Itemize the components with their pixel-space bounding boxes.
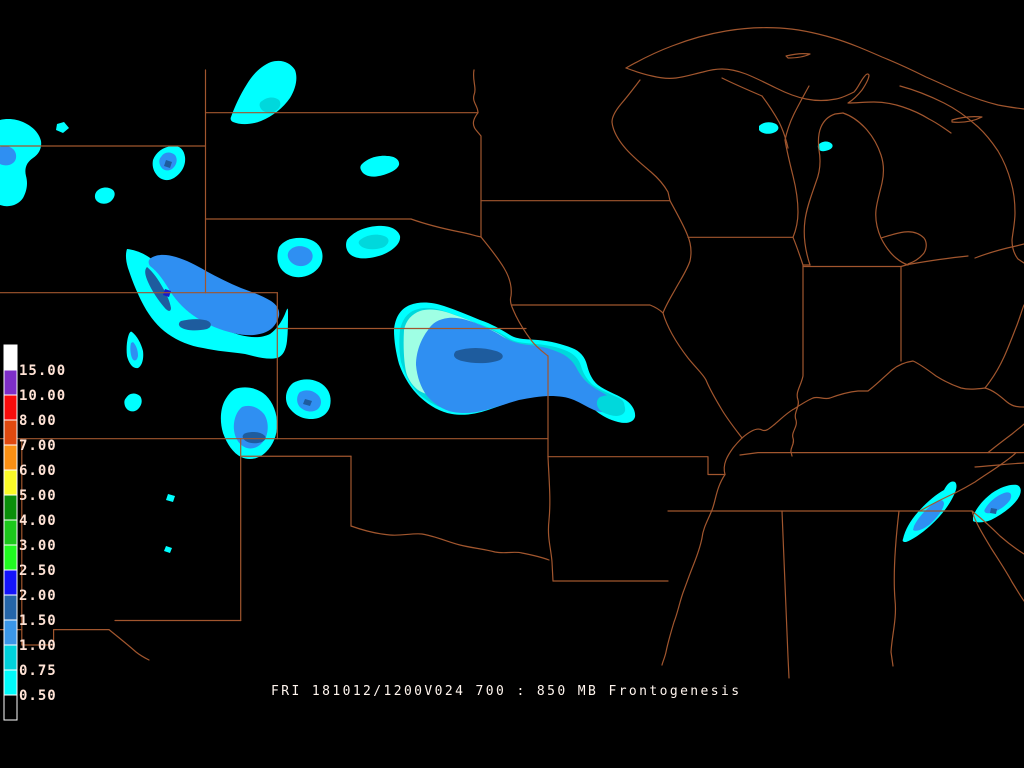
state-border-line — [661, 473, 726, 666]
contour-region-nc-blob-speck — [990, 508, 997, 514]
state-border-line — [984, 304, 1024, 389]
state-border-line — [511, 304, 664, 314]
contour-region-co-corner-core — [242, 432, 266, 444]
state-border-line — [547, 456, 726, 476]
contour-region-tn-blob-core — [913, 500, 944, 531]
state-border-line — [721, 77, 763, 97]
legend-label-4.00: 4.00 — [19, 513, 57, 529]
contour-region-sd-lens — [360, 155, 400, 177]
legend-swatch-5 — [3, 469, 18, 496]
contour-region-small-diamond — [94, 187, 115, 204]
colorbar-legend: 15.00 10.00 8.00 7.00 6.00 5.00 4.00 3.00 2.50 2.… — [3, 344, 66, 721]
legend-label-7.00: 7.00 — [19, 438, 57, 454]
contour-region-mt-diamond-core — [164, 160, 172, 168]
state-border-line — [974, 462, 1024, 468]
state-border-line — [723, 437, 743, 476]
contour-region-tiny-dot-co2 — [164, 546, 172, 553]
state-border-line — [951, 116, 983, 123]
contour-region-small-blob-sw — [124, 393, 142, 412]
state-border-line — [987, 423, 1024, 454]
legend-swatch-0 — [3, 344, 18, 371]
state-border-line — [899, 85, 1024, 264]
legend-swatch-7 — [3, 519, 18, 546]
state-border-line — [625, 67, 952, 134]
state-border-line — [472, 69, 482, 202]
contour-region-wy-teardrop-core — [130, 342, 138, 361]
state-border-line — [790, 264, 804, 457]
contour-region-ne-big-blob-dash — [454, 348, 503, 364]
legend-label-10.00: 10.00 — [19, 388, 66, 404]
state-border-line — [410, 218, 482, 238]
state-border-line — [761, 95, 789, 149]
legend-swatch-6 — [3, 494, 18, 521]
contour-region-left-edge-blob — [0, 119, 42, 207]
state-border-line — [108, 629, 150, 661]
contour-region-wy-arc-core-upper — [145, 267, 171, 311]
contour-region-ne-big-blob-core — [416, 317, 614, 414]
contour-region-wi-speck — [759, 122, 779, 134]
legend-label-1.00: 1.00 — [19, 638, 57, 654]
legend-swatch-1 — [3, 369, 18, 396]
state-borders-layer — [0, 27, 1024, 679]
legend-swatch-9 — [3, 569, 18, 596]
state-border-line — [974, 243, 1024, 259]
state-border-line — [611, 79, 743, 439]
legend-label-2.00: 2.00 — [19, 588, 57, 604]
legend-swatch-12 — [3, 644, 18, 671]
state-border-line — [890, 510, 900, 667]
state-border-line — [842, 112, 909, 266]
legend-label-0.75: 0.75 — [19, 663, 57, 679]
contour-region-wy-arc-core-dash — [178, 319, 211, 331]
state-border-line — [971, 510, 1024, 602]
legend-label-0.50: 0.50 — [19, 688, 57, 704]
legend-label-3.00: 3.00 — [19, 538, 57, 554]
state-border-line — [880, 231, 927, 265]
legend-swatch-3 — [3, 419, 18, 446]
state-border-line — [971, 510, 1024, 555]
state-border-line — [785, 53, 811, 59]
contour-region-panhandle-blob-a-core — [287, 246, 313, 267]
legend-swatch-11 — [3, 619, 18, 646]
contour-region-tiny-dot-co1 — [166, 494, 175, 502]
legend-swatch-13 — [3, 669, 18, 696]
state-border-line — [919, 452, 1017, 512]
contour-fill-layer — [0, 60, 1021, 553]
state-border-line — [480, 236, 549, 357]
state-border-line — [741, 360, 1024, 439]
legend-swatch-8 — [3, 544, 18, 571]
contour-region-mt-comma — [230, 60, 297, 125]
state-border-line — [350, 525, 550, 561]
legend-swatch-2 — [3, 394, 18, 421]
contour-region-ne-tail-patch — [596, 395, 625, 415]
state-border-line — [784, 85, 810, 238]
contour-region-wy-arc-band — [148, 254, 280, 336]
contour-region-panhandle-blob-b-inner — [358, 234, 389, 250]
legend-swatch-4 — [3, 444, 18, 471]
legend-label-6.00: 6.00 — [19, 463, 57, 479]
legend-label-8.00: 8.00 — [19, 413, 57, 429]
legend-label-2.50: 2.50 — [19, 563, 57, 579]
legend-label-5.00: 5.00 — [19, 488, 57, 504]
contour-region-neighbor-blob-core — [303, 399, 312, 406]
state-border-line — [547, 456, 554, 582]
legend-swatch-10 — [3, 594, 18, 621]
contour-region-mi-speck — [817, 141, 833, 152]
contour-region-wy-arc — [125, 249, 289, 359]
map-title: FRI 181012/1200V024 700 : 850 MB Frontog… — [271, 684, 741, 699]
legend-label-15.00: 15.00 — [19, 363, 66, 379]
state-border-line — [739, 452, 1024, 456]
state-border-line — [625, 27, 1024, 110]
state-border-line — [803, 112, 844, 266]
contour-region-mt-comma-notch — [259, 97, 281, 113]
state-border-line — [21, 438, 110, 646]
legend-label-1.50: 1.50 — [19, 613, 57, 629]
legend-swatch-14 — [3, 694, 18, 721]
contour-region-tiny-dot-nw — [56, 122, 69, 133]
contour-region-left-edge-core — [0, 146, 17, 166]
state-border-line — [781, 510, 790, 679]
